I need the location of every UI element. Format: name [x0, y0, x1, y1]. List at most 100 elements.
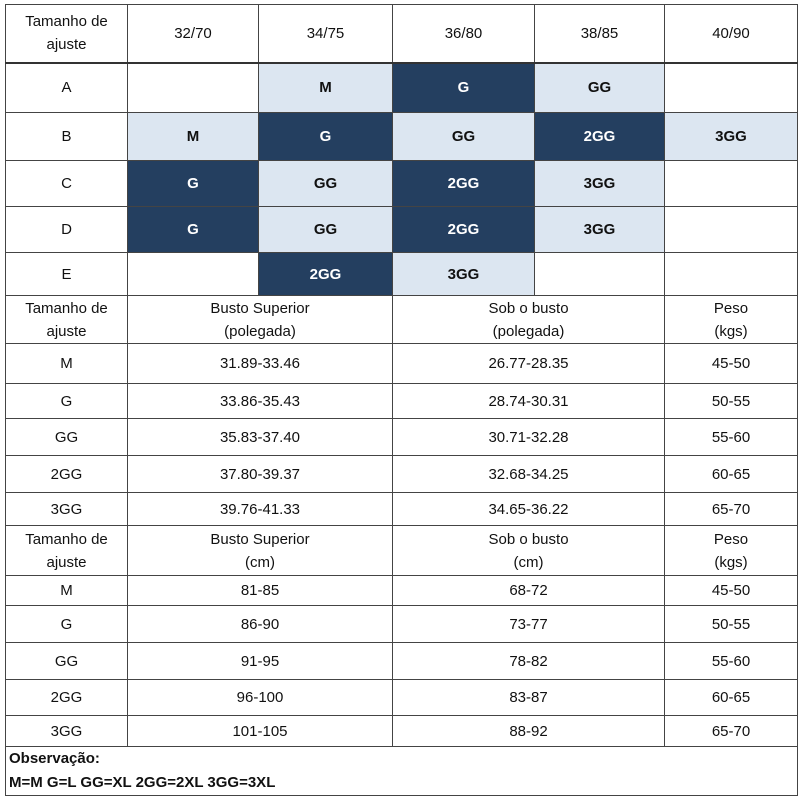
size-cell	[664, 62, 798, 113]
band-size-header: 34/75	[258, 4, 393, 64]
corner-header: Tamanho de ajuste	[5, 4, 128, 64]
grid-row: A M G GG	[5, 62, 798, 113]
band-size-header: 36/80	[392, 4, 535, 64]
weight: 45-50	[664, 343, 798, 384]
table-row: 3GG 39.76-41.33 34.65-36.22 65-70	[5, 492, 798, 526]
column-header: Tamanho de ajuste	[5, 295, 128, 344]
upper-bust: 31.89-33.46	[127, 343, 393, 384]
size-cell: 2GG	[258, 252, 393, 296]
grid-row: E 2GG 3GG	[5, 252, 798, 296]
table-row: 3GG 101-105 88-92 65-70	[5, 715, 798, 747]
weight: 65-70	[664, 492, 798, 526]
size-cell: 3GG	[664, 112, 798, 161]
grid-row: C G GG 2GG 3GG	[5, 160, 798, 207]
cup-label: C	[5, 160, 128, 207]
size-cell: 3GG	[534, 206, 665, 253]
table-row: G 86-90 73-77 50-55	[5, 605, 798, 643]
under-bust: 78-82	[392, 642, 665, 680]
upper-bust: 81-85	[127, 575, 393, 606]
size-label: 3GG	[5, 715, 128, 747]
grid-row: D G GG 2GG 3GG	[5, 206, 798, 253]
grid-header-row: Tamanho de ajuste 32/70 34/75 36/80 38/85 40/…	[5, 4, 798, 64]
header-line: Peso	[713, 299, 749, 317]
upper-bust: 33.86-35.43	[127, 383, 393, 419]
upper-bust: 96-100	[127, 679, 393, 716]
table-header-row: Tamanho de ajuste Busto Superior (polegada)…	[5, 295, 798, 344]
size-cell: G	[258, 112, 393, 161]
column-header: Busto Superior (cm)	[127, 525, 393, 576]
header-line: (kgs)	[714, 553, 748, 571]
header-line: Peso	[713, 530, 749, 548]
upper-bust: 39.76-41.33	[127, 492, 393, 526]
size-label: M	[5, 575, 128, 606]
under-bust: 30.71-32.28	[392, 418, 665, 456]
weight: 65-70	[664, 715, 798, 747]
note: Observação: M=M G=L GG=XL 2GG=2XL 3GG=3XL	[5, 746, 798, 796]
column-header: Peso (kgs)	[664, 295, 798, 344]
cup-label: B	[5, 112, 128, 161]
under-bust: 28.74-30.31	[392, 383, 665, 419]
band-size-header: 38/85	[534, 4, 665, 64]
size-cell	[664, 252, 798, 296]
table-row: GG 35.83-37.40 30.71-32.28 55-60	[5, 418, 798, 456]
under-bust: 83-87	[392, 679, 665, 716]
under-bust: 88-92	[392, 715, 665, 747]
size-cell	[664, 206, 798, 253]
table-row: 2GG 37.80-39.37 32.68-34.25 60-65	[5, 455, 798, 493]
header-line: (kgs)	[714, 322, 748, 340]
size-label: M	[5, 343, 128, 384]
header-line: ajuste	[46, 553, 87, 571]
table-row: G 33.86-35.43 28.74-30.31 50-55	[5, 383, 798, 419]
column-header: Sob o busto (polegada)	[392, 295, 665, 344]
table-row: M 31.89-33.46 26.77-28.35 45-50	[5, 343, 798, 384]
under-bust: 73-77	[392, 605, 665, 643]
column-header: Tamanho de ajuste	[5, 525, 128, 576]
cup-label: E	[5, 252, 128, 296]
size-cell: 2GG	[392, 206, 535, 253]
header-line: (polegada)	[224, 322, 296, 340]
weight: 60-65	[664, 679, 798, 716]
cup-label: A	[5, 62, 128, 113]
weight: 60-65	[664, 455, 798, 493]
size-cell: 3GG	[392, 252, 535, 296]
size-label: 2GG	[5, 679, 128, 716]
header-line: (cm)	[513, 553, 544, 571]
size-cell: 3GG	[534, 160, 665, 207]
size-label: G	[5, 383, 128, 419]
header-line: Sob o busto	[488, 299, 569, 317]
size-cell: GG	[258, 206, 393, 253]
note-title: Observação:	[9, 750, 100, 767]
upper-bust: 86-90	[127, 605, 393, 643]
size-label: 3GG	[5, 492, 128, 526]
weight: 50-55	[664, 605, 798, 643]
table-header-row: Tamanho de ajuste Busto Superior (cm) Sob o …	[5, 525, 798, 576]
size-cell	[127, 62, 259, 113]
under-bust: 34.65-36.22	[392, 492, 665, 526]
size-cell: GG	[534, 62, 665, 113]
band-size-header: 40/90	[664, 4, 798, 64]
column-header: Sob o busto (cm)	[392, 525, 665, 576]
column-header: Busto Superior (polegada)	[127, 295, 393, 344]
note-row: Observação: M=M G=L GG=XL 2GG=2XL 3GG=3XL	[5, 746, 798, 796]
grid-row: B M G GG 2GG 3GG	[5, 112, 798, 161]
header-line: Tamanho de	[25, 299, 108, 317]
header-line: Busto Superior	[210, 530, 310, 548]
size-cell: M	[258, 62, 393, 113]
table-row: GG 91-95 78-82 55-60	[5, 642, 798, 680]
size-cell: GG	[392, 112, 535, 161]
size-label: 2GG	[5, 455, 128, 493]
header-line: Tamanho de	[25, 530, 108, 548]
weight: 50-55	[664, 383, 798, 419]
weight: 45-50	[664, 575, 798, 606]
upper-bust: 91-95	[127, 642, 393, 680]
size-label: GG	[5, 642, 128, 680]
size-cell: 2GG	[392, 160, 535, 207]
size-cell	[534, 252, 665, 296]
under-bust: 32.68-34.25	[392, 455, 665, 493]
size-label: G	[5, 605, 128, 643]
upper-bust: 37.80-39.37	[127, 455, 393, 493]
size-cell: M	[127, 112, 259, 161]
header-line: (cm)	[245, 553, 275, 571]
header-line: (polegada)	[492, 322, 565, 340]
size-cell: 2GG	[534, 112, 665, 161]
